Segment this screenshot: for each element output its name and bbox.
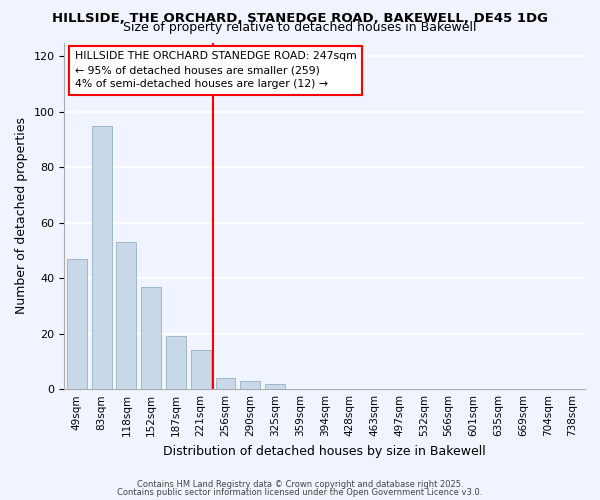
Bar <box>166 336 186 389</box>
Bar <box>116 242 136 389</box>
Bar <box>92 126 112 389</box>
Bar <box>67 259 87 389</box>
X-axis label: Distribution of detached houses by size in Bakewell: Distribution of detached houses by size … <box>163 444 486 458</box>
Text: Contains public sector information licensed under the Open Government Licence v3: Contains public sector information licen… <box>118 488 482 497</box>
Text: HILLSIDE THE ORCHARD STANEDGE ROAD: 247sqm
← 95% of detached houses are smaller : HILLSIDE THE ORCHARD STANEDGE ROAD: 247s… <box>75 51 356 89</box>
Bar <box>241 381 260 389</box>
Text: Contains HM Land Registry data © Crown copyright and database right 2025.: Contains HM Land Registry data © Crown c… <box>137 480 463 489</box>
Bar <box>141 286 161 389</box>
Bar <box>215 378 235 389</box>
Text: HILLSIDE, THE ORCHARD, STANEDGE ROAD, BAKEWELL, DE45 1DG: HILLSIDE, THE ORCHARD, STANEDGE ROAD, BA… <box>52 12 548 24</box>
Text: Size of property relative to detached houses in Bakewell: Size of property relative to detached ho… <box>123 22 477 35</box>
Bar <box>265 384 285 389</box>
Bar <box>191 350 211 389</box>
Y-axis label: Number of detached properties: Number of detached properties <box>15 118 28 314</box>
